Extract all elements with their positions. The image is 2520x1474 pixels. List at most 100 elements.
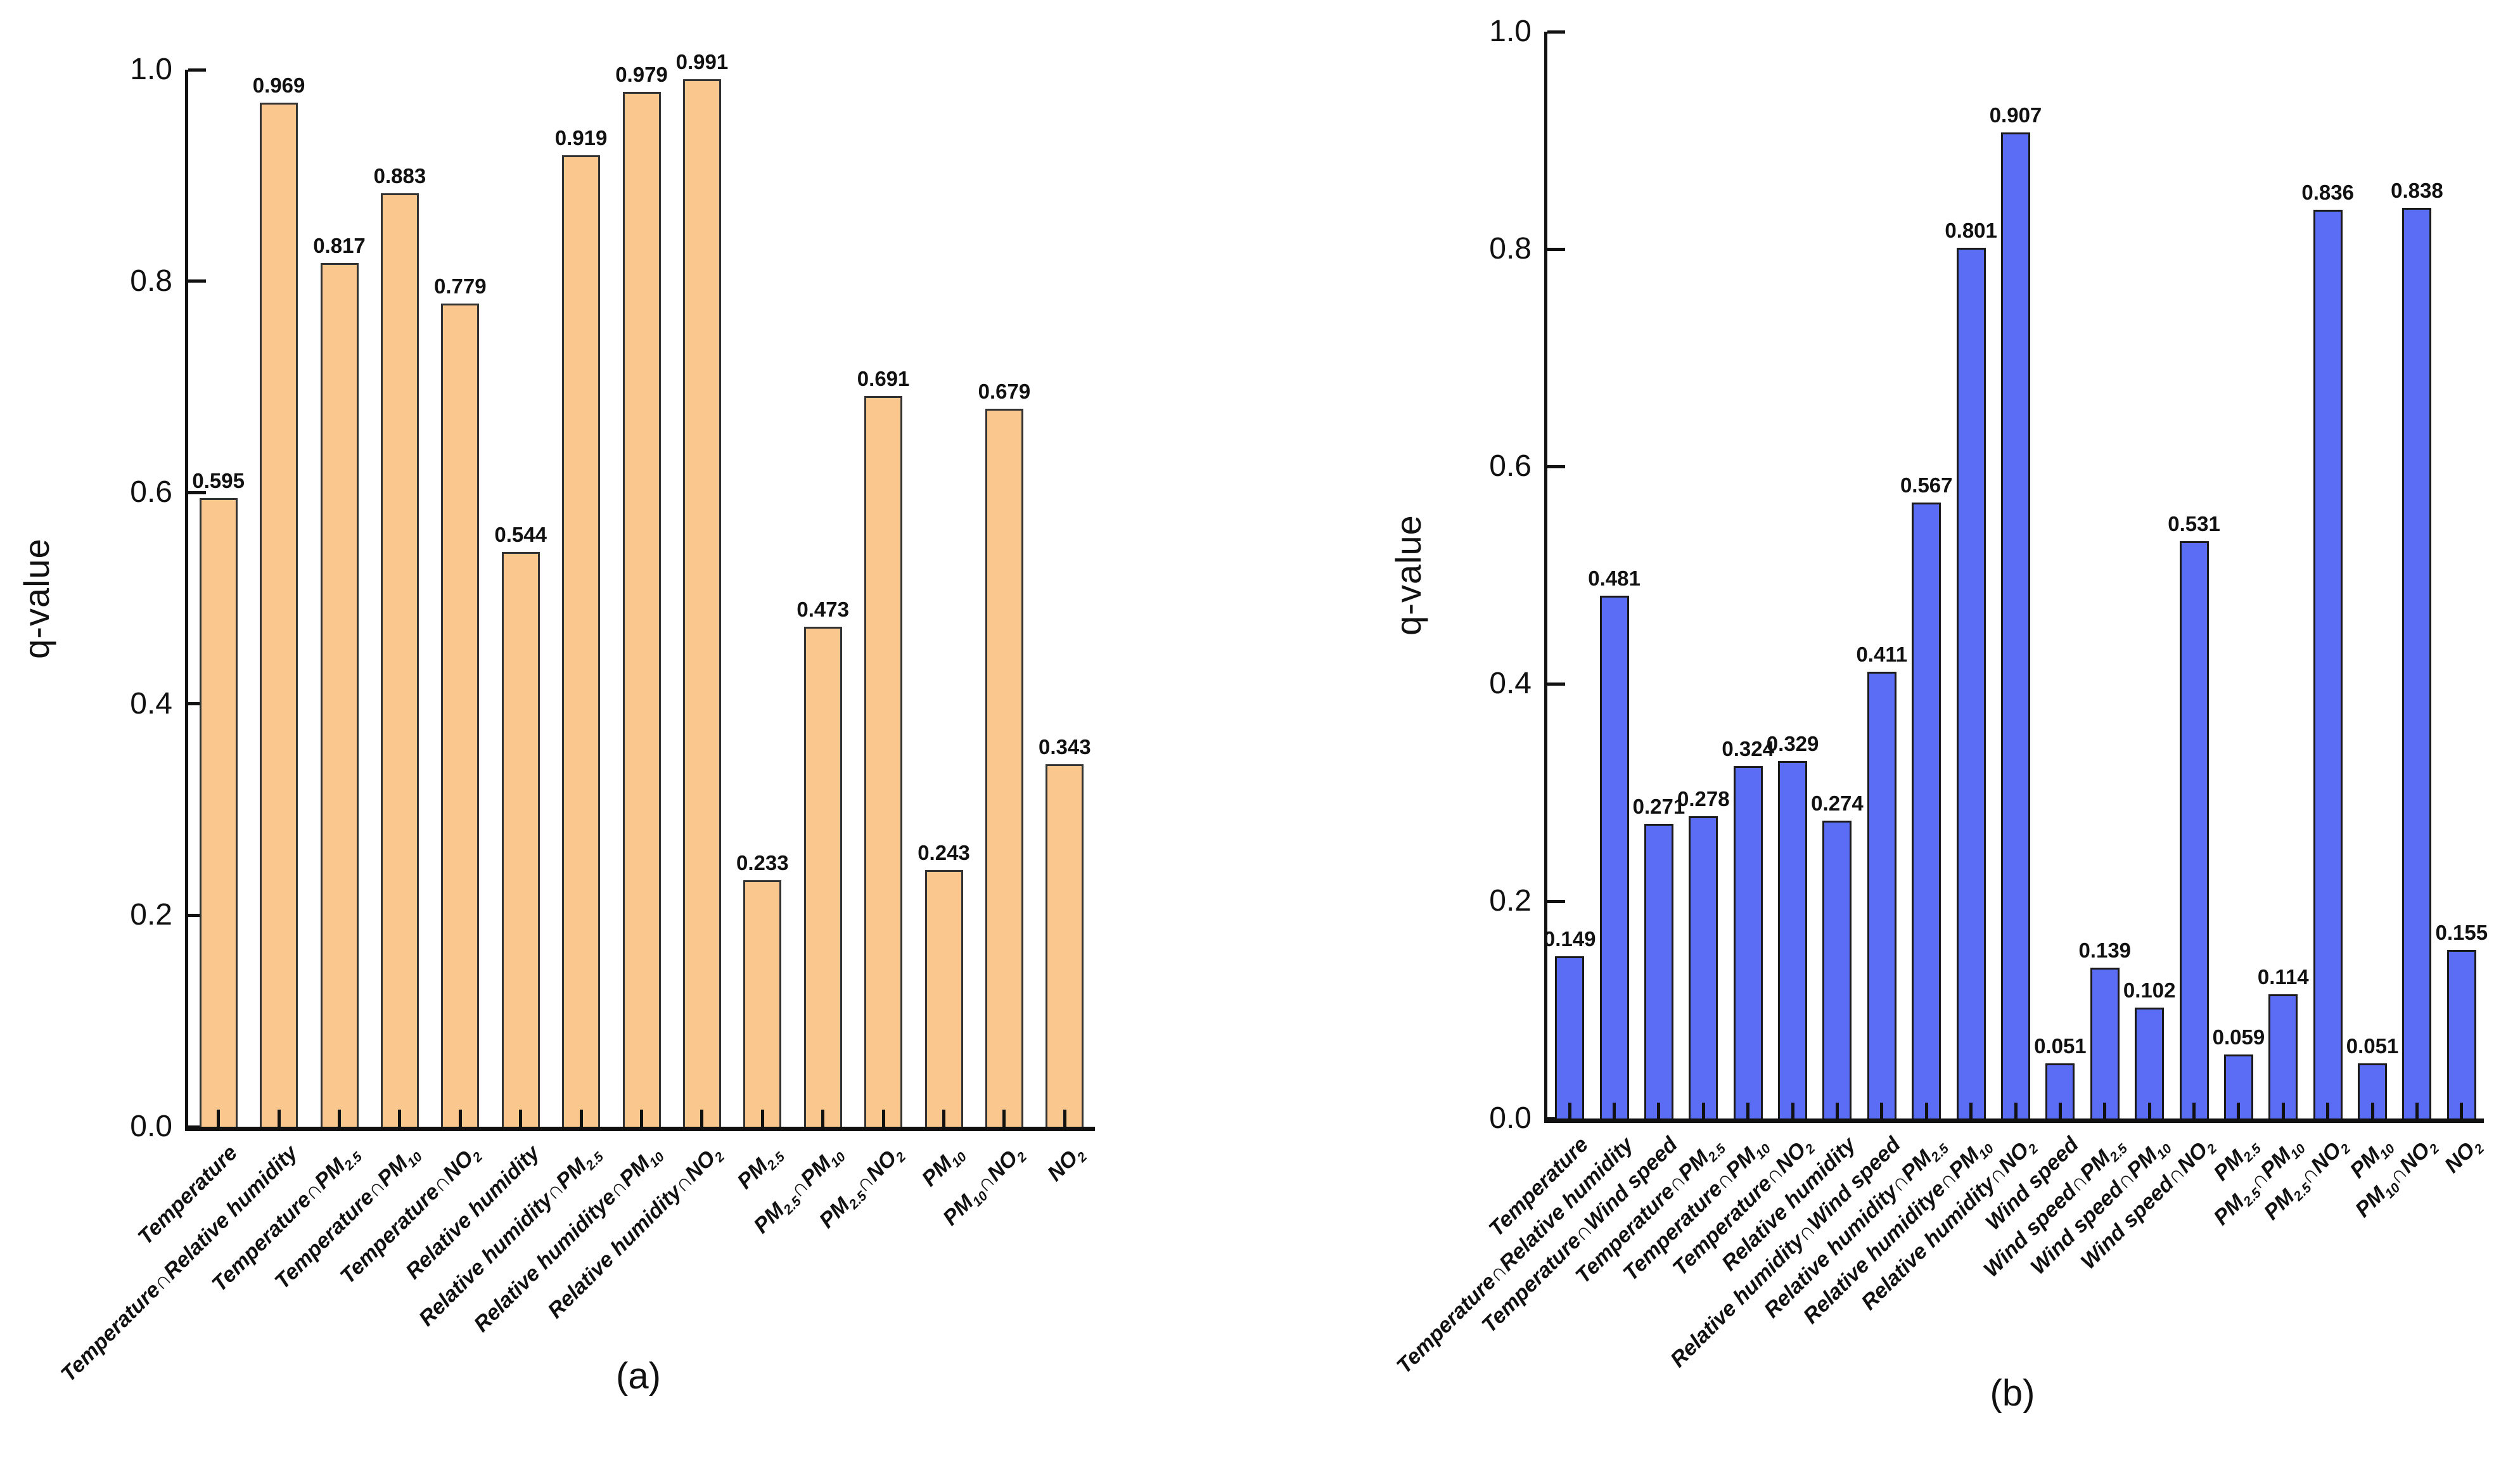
bar-value-label: 0.838 xyxy=(2391,178,2443,202)
bar xyxy=(260,102,298,1127)
y-axis-tick-label: 0.0 xyxy=(130,1110,172,1143)
x-axis-tick xyxy=(338,1110,341,1127)
x-category-label: NO2 xyxy=(1042,1146,1091,1186)
x-category-label: Temperature∩Relative humidity xyxy=(56,1141,302,1387)
x-axis-tick xyxy=(1701,1103,1705,1118)
bar xyxy=(1778,760,1808,1118)
bar xyxy=(682,79,721,1127)
bar xyxy=(2268,994,2298,1118)
bar-value-label: 0.343 xyxy=(1039,734,1091,759)
x-axis-tick xyxy=(821,1110,825,1127)
x-axis-tick xyxy=(760,1110,764,1127)
x-axis-tick xyxy=(2103,1103,2107,1118)
bar-value-label: 0.473 xyxy=(796,598,849,622)
x-category-label: PM2.5 xyxy=(732,1149,788,1194)
bar xyxy=(1822,821,1852,1118)
bar xyxy=(803,627,842,1127)
x-axis-tick xyxy=(458,1110,462,1127)
bar xyxy=(1555,956,1585,1118)
y-axis-tick xyxy=(188,913,206,917)
x-axis-tick xyxy=(700,1110,704,1127)
x-axis-tick xyxy=(942,1110,945,1127)
bar-value-label: 0.595 xyxy=(192,468,245,492)
x-axis-tick xyxy=(1969,1103,1973,1118)
plot-area-b: q-value 0.0 0.2 0.4 0.6 0.8 1.0 0.149 Temperatu… xyxy=(1388,15,2488,1378)
bar-value-label: 0.329 xyxy=(1766,731,1819,755)
bar xyxy=(2179,541,2209,1118)
bar xyxy=(2446,950,2476,1118)
bar-value-label: 0.411 xyxy=(1856,643,1908,667)
x-axis-tick xyxy=(1880,1103,1884,1118)
panel-caption-b: (b) xyxy=(1990,1373,2035,1414)
bar xyxy=(2223,1054,2253,1118)
y-axis-tick-label: 0.4 xyxy=(1489,667,1532,700)
x-axis-tick xyxy=(2014,1103,2018,1118)
bar-value-label: 0.969 xyxy=(252,73,305,97)
x-category-label: PM10 xyxy=(916,1149,969,1191)
y-axis-title-text-b: q-value xyxy=(1388,515,1428,636)
x-axis-tick xyxy=(1657,1103,1661,1118)
x-axis-tick xyxy=(881,1110,885,1127)
bar-value-label: 0.139 xyxy=(2078,938,2132,962)
y-axis-tick xyxy=(1547,1117,1565,1120)
y-axis-tick-label: 0.6 xyxy=(130,475,172,509)
y-axis-title-text-a: q-value xyxy=(16,537,56,659)
x-axis-tick xyxy=(2370,1103,2374,1118)
y-axis-tick xyxy=(188,279,206,283)
bar-value-label: 0.679 xyxy=(978,380,1031,404)
x-axis-tick xyxy=(1924,1103,1928,1118)
y-axis-tick xyxy=(1547,899,1565,903)
bar-value-label: 0.883 xyxy=(373,164,426,188)
bar-value-label: 0.691 xyxy=(857,367,910,391)
y-axis-tick xyxy=(188,702,206,706)
bar xyxy=(199,497,238,1127)
bar xyxy=(1867,672,1896,1118)
bar xyxy=(380,193,419,1127)
y-axis-tick-label: 0.6 xyxy=(1489,449,1532,483)
bar-value-label: 0.278 xyxy=(1677,787,1730,811)
bar-value-label: 0.531 xyxy=(2168,512,2220,536)
x-axis-tick xyxy=(579,1110,583,1127)
y-axis-tick-label: 0.4 xyxy=(130,686,172,721)
bar xyxy=(2135,1008,2165,1118)
bar xyxy=(985,409,1023,1127)
bar xyxy=(1956,248,1986,1118)
bar-value-label: 0.481 xyxy=(1588,567,1641,591)
bar xyxy=(1912,502,1941,1118)
bar-value-label: 0.836 xyxy=(2301,181,2354,205)
x-axis-tick xyxy=(2237,1103,2241,1118)
bar-value-label: 0.544 xyxy=(494,522,547,546)
bar xyxy=(743,880,782,1127)
y-axis-title-b: q-value xyxy=(1388,32,1428,1118)
bar xyxy=(320,263,359,1127)
bar xyxy=(562,155,601,1127)
bar xyxy=(622,92,661,1127)
bar xyxy=(2402,207,2432,1118)
bar xyxy=(1644,824,1673,1118)
y-axis-tick-label: 0.8 xyxy=(1489,232,1532,266)
y-axis-tick-label: 1.0 xyxy=(1489,15,1532,48)
y-axis-tick xyxy=(188,68,206,72)
y-axis-tick xyxy=(1547,682,1565,686)
bar xyxy=(1599,596,1629,1118)
bar-value-label: 0.324 xyxy=(1722,737,1774,761)
bar-value-label: 0.979 xyxy=(615,63,668,87)
y-axis-tick xyxy=(1547,247,1565,251)
bar-value-label: 0.149 xyxy=(1543,927,1596,951)
x-axis-tick xyxy=(519,1110,523,1127)
y-axis-tick-label: 0.0 xyxy=(1489,1101,1532,1135)
x-axis-tick xyxy=(640,1110,643,1127)
bar-value-label: 0.919 xyxy=(554,126,608,150)
x-axis-tick xyxy=(2415,1103,2419,1118)
bar-value-label: 0.779 xyxy=(434,274,487,298)
bar-value-label: 0.567 xyxy=(1900,473,1953,497)
bar xyxy=(1046,764,1084,1127)
y-axis-tick-label: 0.8 xyxy=(130,264,172,298)
x-axis-tick xyxy=(1791,1103,1794,1118)
y-axis-tick-label: 1.0 xyxy=(130,53,172,86)
bar-value-label: 0.155 xyxy=(2435,921,2488,945)
bar xyxy=(924,869,963,1127)
bar-value-label: 0.051 xyxy=(2034,1034,2087,1058)
x-axis-tick xyxy=(217,1110,221,1127)
x-category-label: NO2 xyxy=(2440,1138,2488,1178)
